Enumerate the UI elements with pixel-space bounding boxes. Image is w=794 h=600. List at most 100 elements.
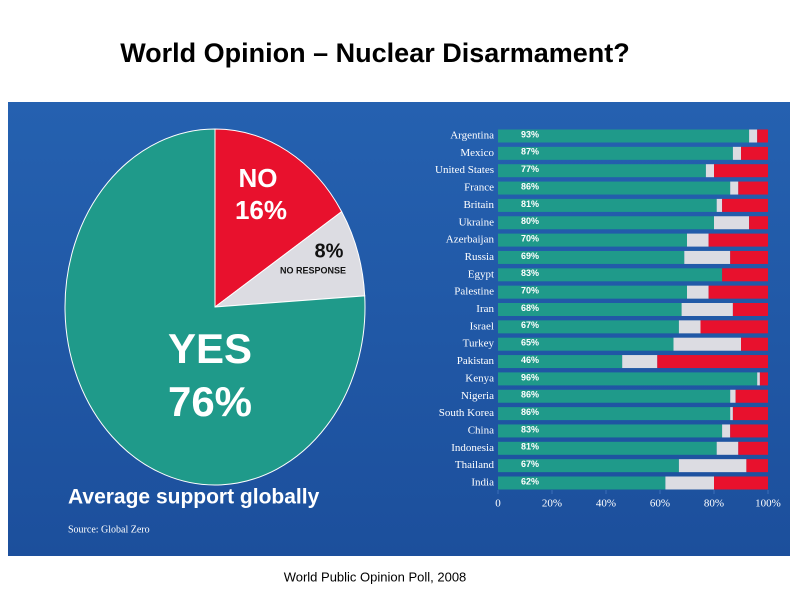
- bar-segment: [498, 146, 733, 160]
- bar-segment: [738, 441, 768, 455]
- country-label: China: [468, 424, 494, 436]
- bar-segment: [730, 389, 736, 403]
- bar-value-label: 81%: [521, 199, 539, 209]
- bar-segment: [730, 250, 768, 264]
- x-tick-label: 80%: [704, 498, 724, 510]
- country-label: Nigeria: [461, 390, 494, 402]
- bar-segment: [732, 303, 768, 316]
- bar-value-label: 65%: [521, 338, 539, 348]
- bar-segment: [722, 198, 768, 212]
- bar-segment: [722, 268, 768, 282]
- bar-value-label: 96%: [521, 372, 539, 382]
- slide-title: World Opinion – Nuclear Disarmament?: [120, 38, 630, 68]
- bar-segment: [498, 337, 674, 351]
- country-label: Russia: [465, 251, 494, 263]
- bar-value-label: 87%: [521, 147, 539, 157]
- country-label: Azerbaijan: [446, 234, 495, 246]
- country-label: Britain: [463, 199, 494, 211]
- x-tick-label: 40%: [596, 498, 616, 510]
- bar-value-label: 81%: [521, 442, 539, 452]
- bar-segment: [498, 268, 723, 282]
- bar-segment: [498, 216, 714, 230]
- bar-segment: [498, 424, 723, 438]
- bar-segment: [708, 233, 768, 247]
- bar-segment: [722, 424, 731, 438]
- bar-value-label: 70%: [521, 286, 539, 296]
- bar-segment: [732, 407, 768, 421]
- pie-value-label: 16%: [235, 195, 287, 225]
- bar-value-label: 68%: [521, 303, 539, 313]
- bar-segment: [757, 372, 760, 386]
- pie-slice: [64, 128, 366, 486]
- bar-segment: [757, 129, 768, 143]
- x-tick-label: 60%: [650, 498, 670, 510]
- country-label: Palestine: [454, 286, 494, 298]
- bar-segment: [678, 320, 701, 334]
- bar-segment: [746, 459, 768, 473]
- country-label: United States: [435, 164, 494, 176]
- bar-value-label: 77%: [521, 164, 539, 174]
- bar-segment: [498, 250, 685, 264]
- bar-segment: [741, 146, 768, 160]
- bar-value-label: 86%: [521, 390, 539, 400]
- bar-segment: [498, 181, 731, 195]
- country-label: Turkey: [463, 338, 495, 350]
- bar-segment: [681, 303, 733, 316]
- bar-segment: [735, 389, 768, 403]
- bar-segment: [759, 372, 768, 386]
- bar-segment: [749, 216, 768, 230]
- bar-segment: [687, 285, 709, 299]
- country-label: South Korea: [439, 407, 494, 419]
- bar-segment: [498, 476, 666, 490]
- pie-title: Average support globally: [68, 486, 320, 509]
- bar-value-label: 83%: [521, 424, 539, 434]
- bar-value-label: 67%: [521, 459, 539, 469]
- pie-slice: [214, 128, 343, 309]
- bar-segment: [678, 459, 747, 473]
- bar-segment: [498, 285, 687, 299]
- bar-segment: [741, 337, 768, 351]
- pie-value-label: 76%: [168, 378, 252, 425]
- bar-value-label: 62%: [521, 476, 539, 486]
- bar-segment: [714, 476, 768, 490]
- bar-segment: [498, 233, 687, 247]
- bar-segment: [498, 459, 679, 473]
- bar-value-label: 86%: [521, 407, 539, 417]
- x-tick-label: 0: [495, 498, 501, 510]
- bar-segment: [498, 303, 682, 316]
- country-label: Egypt: [468, 268, 494, 280]
- bar-value-label: 69%: [521, 251, 539, 261]
- bar-segment: [498, 129, 750, 143]
- country-label: Mexico: [460, 147, 494, 159]
- bar-segment: [708, 285, 768, 299]
- bar-segment: [498, 441, 717, 455]
- bar-segment: [498, 198, 717, 212]
- bar-segment: [665, 476, 714, 490]
- bar-value-label: 46%: [521, 355, 539, 365]
- bar-value-label: 70%: [521, 233, 539, 243]
- bar-value-label: 86%: [521, 181, 539, 191]
- bar-segment: [498, 407, 731, 421]
- country-label: Pakistan: [457, 355, 495, 367]
- country-label: Argentina: [450, 130, 494, 142]
- bar-segment: [749, 129, 758, 143]
- bar-segment: [730, 407, 733, 421]
- pie-slice: [213, 210, 366, 308]
- bar-segment: [687, 233, 709, 247]
- bar-segment: [657, 355, 768, 369]
- country-label: Kenya: [465, 372, 494, 384]
- bar-segment: [498, 355, 623, 369]
- pie-category-label: YES: [168, 325, 252, 372]
- country-label: Ukraine: [459, 216, 495, 228]
- bar-segment: [673, 337, 741, 351]
- bar-value-label: 67%: [521, 320, 539, 330]
- country-label: Indonesia: [451, 442, 494, 454]
- footer: World Public Opinion Poll, 2008: [284, 569, 467, 584]
- country-label: France: [464, 182, 494, 194]
- bar-segment: [738, 181, 768, 195]
- bar-segment: [684, 250, 731, 264]
- bar-segment: [498, 320, 679, 334]
- bar-segment: [498, 389, 731, 403]
- pie-category-label: NO: [239, 163, 278, 193]
